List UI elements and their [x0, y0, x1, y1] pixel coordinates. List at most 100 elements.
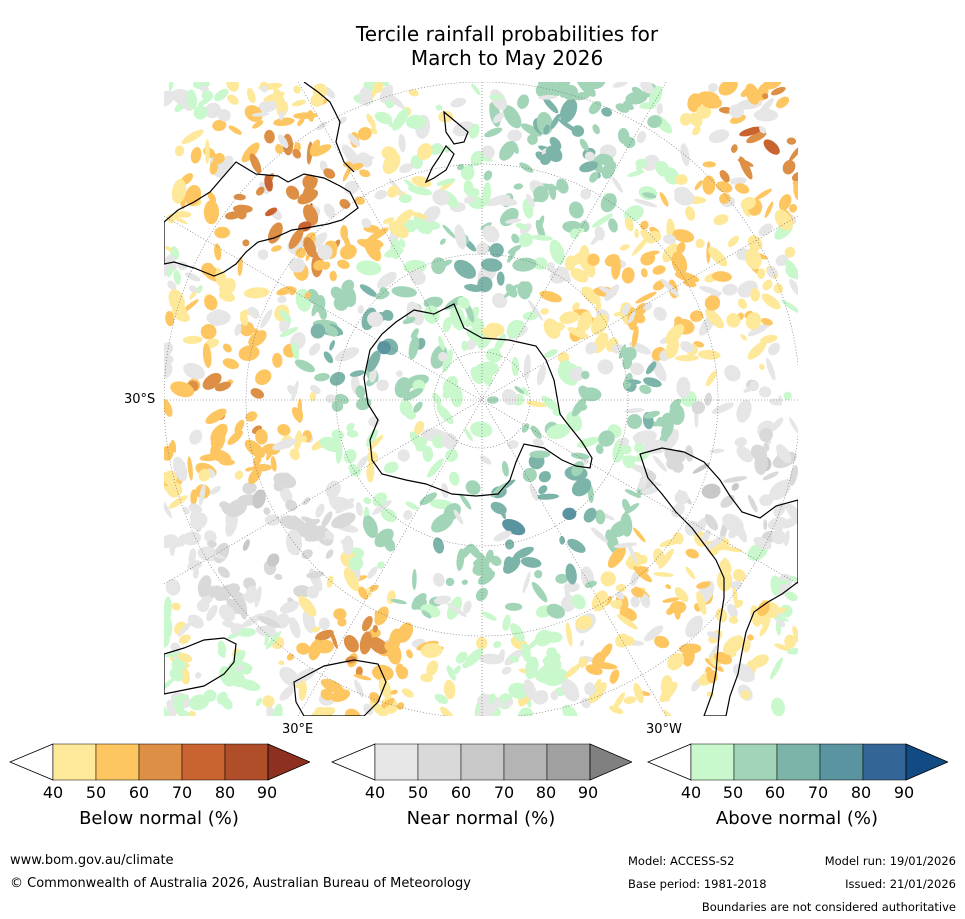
- probability-patch: [432, 537, 445, 554]
- probability-patch: [339, 244, 357, 260]
- probability-patch: [359, 87, 373, 106]
- probability-patch: [697, 349, 721, 360]
- probability-patch: [732, 587, 738, 606]
- probability-patch: [486, 396, 499, 404]
- probability-patch: [590, 527, 608, 543]
- probability-patch: [254, 586, 262, 608]
- probability-patch: [311, 626, 321, 633]
- probability-patch: [188, 285, 198, 293]
- probability-patch: [745, 248, 762, 270]
- above-tick: 70: [807, 783, 829, 802]
- probability-patch: [313, 259, 326, 271]
- probability-patch: [739, 126, 763, 137]
- probability-patch: [217, 109, 231, 122]
- probability-patch: [570, 367, 584, 382]
- probability-patch: [291, 380, 299, 402]
- probability-patch: [444, 145, 451, 153]
- probability-patch: [366, 587, 372, 597]
- probability-patch: [195, 672, 202, 679]
- probability-patch: [719, 193, 731, 204]
- probability-patch: [318, 617, 330, 631]
- probability-patch: [550, 82, 571, 97]
- probability-patch: [600, 571, 616, 587]
- probability-patch: [544, 349, 558, 358]
- probability-patch: [784, 634, 797, 649]
- probability-patch: [502, 699, 514, 708]
- probability-patch: [445, 577, 455, 587]
- probability-patch: [190, 146, 202, 164]
- probability-patch: [198, 468, 211, 482]
- probability-patch: [530, 425, 542, 439]
- probability-patch: [759, 386, 772, 398]
- probability-patch: [708, 246, 728, 267]
- probability-patch: [326, 575, 334, 588]
- probability-patch: [255, 369, 272, 386]
- probability-patch: [737, 298, 748, 310]
- probability-patch: [383, 461, 399, 474]
- probability-patch: [759, 427, 773, 443]
- probability-patch: [652, 280, 666, 291]
- probability-patch: [181, 129, 204, 145]
- probability-patch: [257, 249, 269, 260]
- probability-patch: [601, 107, 613, 117]
- probability-patch: [403, 388, 424, 401]
- above-tick: 50: [722, 783, 744, 802]
- probability-patch: [216, 691, 228, 705]
- madagascar-coastline: [293, 659, 387, 716]
- probability-patch: [288, 228, 304, 250]
- probability-patch: [713, 214, 729, 226]
- probability-patch: [700, 94, 723, 109]
- probability-patch: [355, 666, 363, 677]
- probability-patch: [532, 438, 545, 447]
- probability-patch: [432, 435, 446, 449]
- probability-patch: [409, 269, 426, 285]
- probability-patch: [527, 134, 538, 145]
- probability-patch: [618, 344, 627, 360]
- probability-patch: [292, 148, 302, 159]
- probability-patch: [411, 592, 427, 610]
- probability-patch: [730, 144, 738, 153]
- probability-patch: [501, 666, 512, 675]
- probability-patch: [685, 445, 694, 462]
- probability-patch: [573, 126, 584, 135]
- probability-patch: [627, 379, 642, 385]
- probability-patch: [584, 151, 596, 162]
- probability-patch: [454, 224, 467, 250]
- probability-patch: [631, 325, 639, 348]
- probability-patch: [590, 230, 605, 245]
- website-link[interactable]: www.bom.gov.au/climate: [10, 853, 174, 868]
- probability-patch: [443, 679, 456, 700]
- probability-patch: [719, 170, 730, 183]
- probability-patch: [164, 399, 173, 417]
- probability-patch: [505, 283, 518, 298]
- probability-patch: [584, 580, 597, 588]
- title-line-1: Tercile rainfall probabilities for: [355, 22, 659, 46]
- probability-patch: [515, 223, 529, 230]
- probability-patch: [533, 185, 549, 203]
- probability-patch: [277, 134, 289, 149]
- colorbar-segment: [862, 743, 907, 781]
- probability-patch: [346, 429, 359, 438]
- probability-patch: [792, 625, 798, 644]
- above-tick: 40: [680, 783, 702, 802]
- probability-patch: [217, 566, 230, 578]
- probability-patch: [213, 88, 229, 102]
- probability-patch: [615, 591, 625, 600]
- probability-patch: [329, 340, 335, 351]
- probability-patch: [592, 124, 600, 135]
- probability-patch: [308, 343, 321, 356]
- probability-patch: [395, 663, 405, 676]
- probability-patch: [540, 308, 549, 315]
- probability-patch: [264, 129, 275, 144]
- probability-patch: [274, 573, 283, 581]
- probability-patch: [252, 489, 266, 509]
- probability-patch: [632, 430, 657, 444]
- probability-patch: [390, 598, 407, 605]
- probability-patch: [745, 312, 762, 330]
- probability-patch: [346, 422, 355, 431]
- probability-patch: [323, 351, 334, 364]
- probability-patch: [780, 517, 798, 529]
- probability-patch: [301, 549, 313, 559]
- probability-patch: [639, 384, 652, 395]
- probability-patch: [665, 338, 680, 359]
